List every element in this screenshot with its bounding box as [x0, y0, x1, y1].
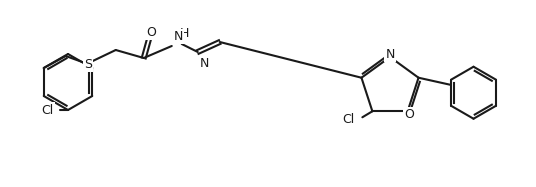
Text: H: H [180, 27, 189, 40]
Text: Cl: Cl [342, 113, 354, 126]
Text: N: N [385, 47, 394, 61]
Text: Cl: Cl [42, 103, 54, 117]
Text: S: S [84, 57, 92, 70]
Text: O: O [146, 25, 155, 39]
Text: O: O [405, 108, 414, 121]
Text: N: N [200, 57, 209, 70]
Text: N: N [174, 30, 183, 43]
